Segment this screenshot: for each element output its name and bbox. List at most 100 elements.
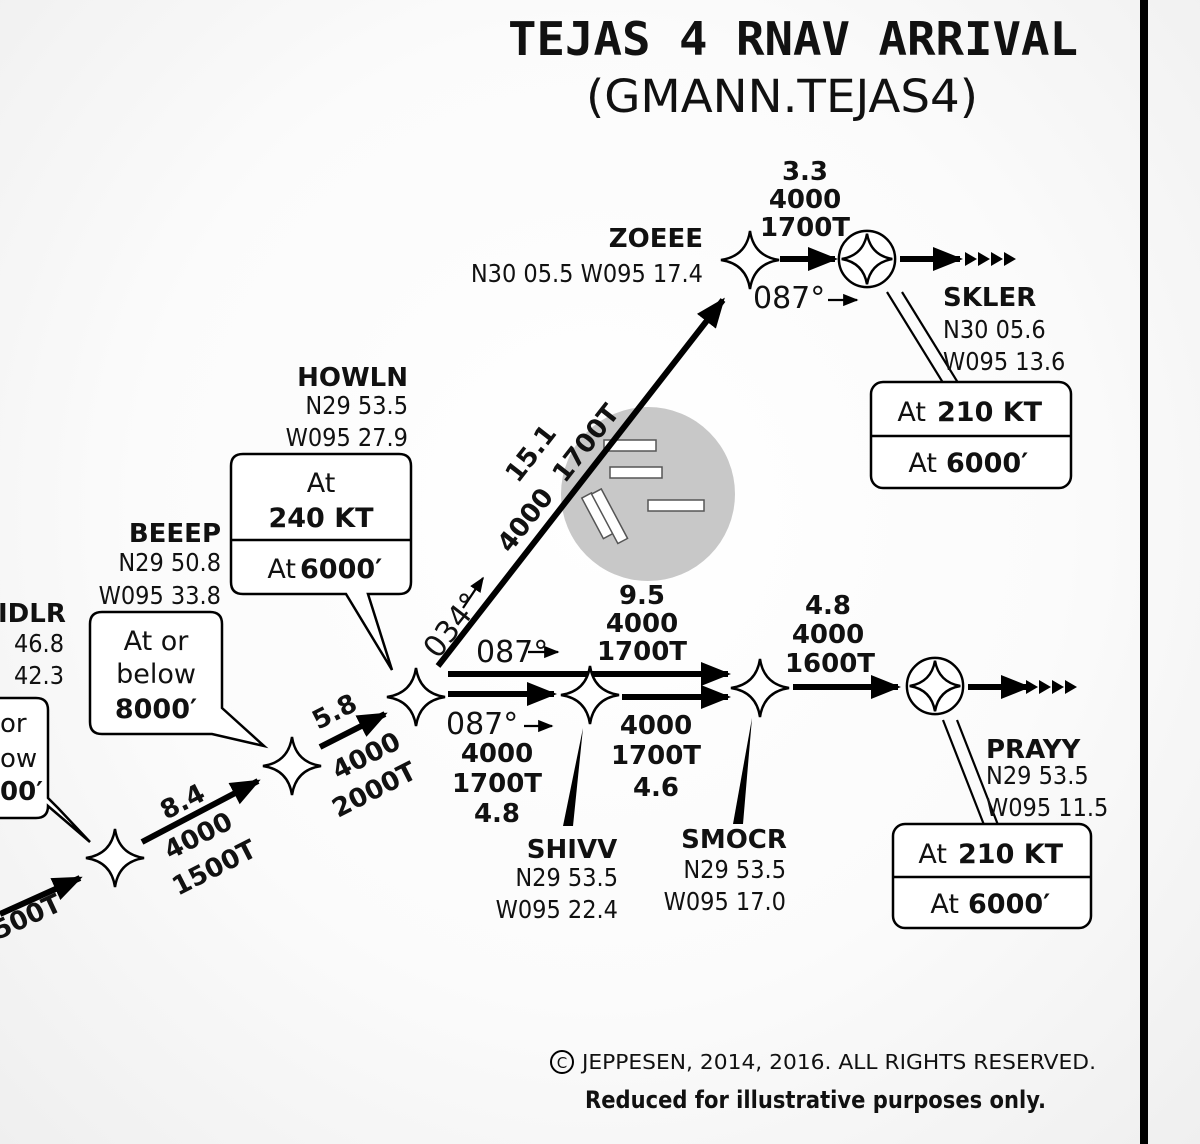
svg-text:087°: 087° <box>753 281 825 316</box>
leg-5-8-line <box>318 711 388 750</box>
svg-text:4.8: 4.8 <box>474 799 520 829</box>
waypoint-label-beeep: BEEEP N29 50.8 W095 33.8 <box>99 519 221 610</box>
svg-text:SMOCR: SMOCR <box>681 825 787 855</box>
svg-text:W095 22.4: W095 22.4 <box>496 895 618 924</box>
illustrative-note: Reduced for illustrative purposes only. <box>585 1086 1046 1114</box>
leg-5-8-label: 5.8 4000 2000T <box>308 689 422 825</box>
copyright-text: JEPPESEN, 2014, 2016. ALL RIGHTS RESERVE… <box>580 1050 1096 1074</box>
svg-text:At: At <box>930 889 959 920</box>
svg-text:087°: 087° <box>476 635 548 670</box>
svg-text:46.8: 46.8 <box>14 629 64 658</box>
leg-15-1-line <box>435 297 726 668</box>
leg-4-6-label: 4000 1700T 4.6 <box>611 711 701 803</box>
svg-text:N29 53.5: N29 53.5 <box>305 391 408 420</box>
svg-text:500T: 500T <box>0 889 66 947</box>
leg-8-4-line <box>140 778 261 845</box>
svg-text:W095 11.5: W095 11.5 <box>986 793 1108 822</box>
restriction-box-howln: At 240 KT At 6000′ <box>229 452 413 671</box>
svg-text:At: At <box>908 448 937 479</box>
svg-text:W095 13.6: W095 13.6 <box>943 347 1065 376</box>
copyright-icon <box>550 1050 574 1074</box>
svg-text:C: C <box>557 1054 567 1072</box>
svg-text:N30 05.6: N30 05.6 <box>943 315 1046 344</box>
svg-text:At: At <box>897 397 926 428</box>
leg-left-line <box>0 875 83 917</box>
leader-lines <box>563 291 1002 831</box>
svg-text:8000′: 8000′ <box>115 694 197 725</box>
fly-over-waypoint-icon <box>905 656 965 716</box>
svg-text:4.8: 4.8 <box>805 591 851 621</box>
svg-text:4000: 4000 <box>769 185 841 215</box>
svg-text:ow: ow <box>0 744 37 774</box>
leg-8-4-label: 8.4 4000 1500T <box>156 779 262 903</box>
leg-4-8-right-label: 4.8 4000 1600T <box>785 591 875 679</box>
svg-text:At: At <box>307 468 336 499</box>
svg-text:ZOEEE: ZOEEE <box>609 224 703 254</box>
svg-text:240 KT: 240 KT <box>268 503 374 534</box>
leg-left-label: 500T <box>0 889 66 947</box>
svg-text:W095 17.0: W095 17.0 <box>664 887 786 916</box>
course-arrows <box>462 293 859 733</box>
restriction-box-skler: At 210 KT At 6000′ <box>869 380 1073 490</box>
svg-text:3.3: 3.3 <box>782 157 828 187</box>
leg-3-3-label: 3.3 4000 1700T 087° <box>753 157 850 316</box>
svg-text:W095 27.9: W095 27.9 <box>286 423 408 452</box>
svg-text:087°: 087° <box>446 707 518 742</box>
svg-text:1600T: 1600T <box>785 649 875 679</box>
svg-text:N29 50.8: N29 50.8 <box>118 548 221 577</box>
leg-4-8-low-label: 087° 4000 1700T 4.8 <box>446 707 542 829</box>
chart-border <box>1140 0 1148 1144</box>
waypoint-label-skler: SKLER N30 05.6 W095 13.6 <box>943 283 1065 376</box>
waypoint-label-zoeee: ZOEEE N30 05.5 W095 17.4 <box>471 224 703 288</box>
svg-text:210 KT: 210 KT <box>958 839 1064 870</box>
svg-text:1700T: 1700T <box>611 741 701 771</box>
continuation-arrows <box>965 252 1077 694</box>
svg-text:At or: At or <box>124 626 190 657</box>
svg-text:HOWLN: HOWLN <box>297 363 408 393</box>
waypoint-label-howln: HOWLN N29 53.5 W095 27.9 <box>286 363 408 452</box>
restriction-box-beeep: At or below 8000′ <box>88 610 269 749</box>
svg-text:SKLER: SKLER <box>943 283 1036 313</box>
chart-subtitle: (GMANN.TEJAS4) <box>586 70 978 123</box>
waypoint-label-smocr: SMOCR N29 53.5 W095 17.0 <box>664 825 787 916</box>
svg-text:9.5: 9.5 <box>619 581 665 611</box>
leg-9-5-label: 9.5 4000 1700T 087° <box>476 581 687 670</box>
waypoint-star-icon <box>729 657 791 719</box>
svg-text:42.3: 42.3 <box>14 661 64 690</box>
waypoint-label-idlr: IDLR 46.8 42.3 <box>0 599 66 690</box>
chart-title: TEJAS 4 RNAV ARRIVAL <box>508 12 1078 66</box>
restriction-box-prayy: At 210 KT At 6000′ <box>891 822 1093 930</box>
svg-text:00′: 00′ <box>0 777 43 807</box>
route-legs <box>0 247 1031 917</box>
svg-text:At: At <box>267 554 296 585</box>
svg-text:IDLR: IDLR <box>0 599 66 629</box>
svg-text:15.1: 15.1 <box>500 419 563 488</box>
svg-text:SHIVV: SHIVV <box>527 835 617 865</box>
svg-text:4000: 4000 <box>620 711 692 741</box>
svg-text:W095 33.8: W095 33.8 <box>99 581 221 610</box>
waypoint-label-prayy: PRAYY N29 53.5 W095 11.5 <box>986 735 1108 822</box>
svg-text:4000: 4000 <box>461 739 533 769</box>
svg-text:6000′: 6000′ <box>968 889 1050 920</box>
waypoint-label-shivv: SHIVV N29 53.5 W095 22.4 <box>496 835 618 924</box>
waypoint-star-icon <box>261 735 323 797</box>
svg-text:below: below <box>116 659 196 690</box>
svg-text:6000′: 6000′ <box>300 554 382 585</box>
svg-text:N29 53.5: N29 53.5 <box>683 855 786 884</box>
svg-text:1700T: 1700T <box>597 637 687 667</box>
svg-text:4.6: 4.6 <box>633 773 679 803</box>
restriction-box-idlr: or ow 00′ <box>0 696 91 843</box>
svg-text:BEEEP: BEEEP <box>129 519 221 549</box>
svg-text:1700T: 1700T <box>760 213 850 243</box>
svg-text:4000: 4000 <box>792 620 864 650</box>
svg-text:PRAYY: PRAYY <box>986 735 1082 765</box>
svg-text:N30 05.5 W095 17.4: N30 05.5 W095 17.4 <box>471 259 703 288</box>
svg-text:N29 53.5: N29 53.5 <box>986 761 1089 790</box>
svg-text:1700T: 1700T <box>452 769 542 799</box>
waypoint-star-icon <box>84 827 146 889</box>
svg-text:N29 53.5: N29 53.5 <box>515 863 618 892</box>
svg-text:or: or <box>0 709 27 739</box>
svg-text:At: At <box>918 839 947 870</box>
svg-text:4000: 4000 <box>606 609 678 639</box>
